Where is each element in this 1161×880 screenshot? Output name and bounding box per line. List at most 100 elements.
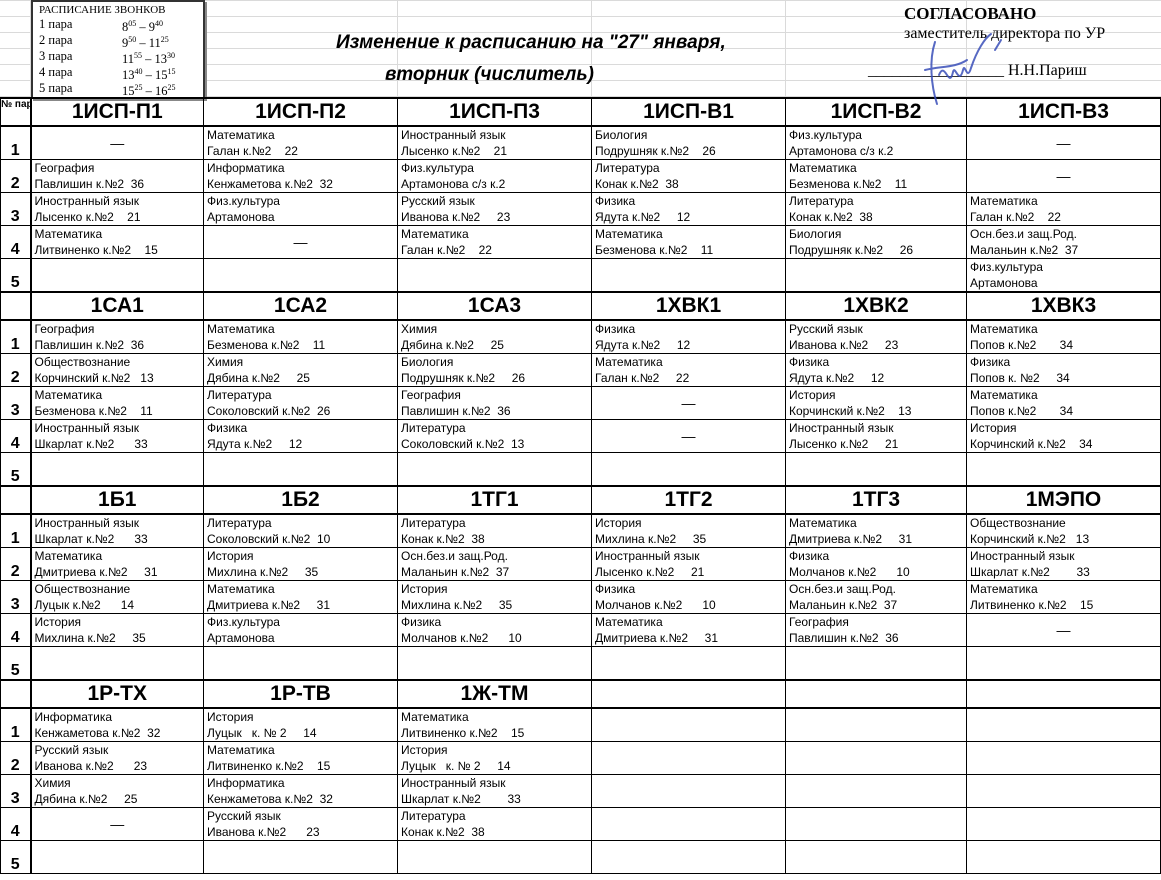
empty-cell — [30, 646, 204, 681]
subject: Обществознание — [34, 355, 131, 369]
group-name: 1МЭПО — [966, 485, 1161, 515]
start-hour: 11 — [122, 52, 135, 67]
lesson-cell: Литература Конак к.№2 38 — [785, 192, 967, 226]
teacher-room: Шкарлат к.№2 33 — [34, 532, 148, 546]
lesson-cell: Биология Подрушняк к.№2 26 — [591, 125, 786, 160]
teacher-room: Соколовский к.№2 10 — [207, 532, 331, 546]
lesson-cell: Биология Подрушняк к.№2 26 — [397, 353, 592, 387]
lesson-cell: Иностранный язык Лысенко к.№2 21 — [591, 547, 786, 581]
subject: Математика — [595, 355, 663, 369]
lesson-cell: История Луцык к. № 2 14 — [397, 741, 592, 775]
empty-cell — [203, 646, 398, 681]
pair-number: 5 — [0, 646, 32, 681]
pair-number: 5 — [0, 452, 32, 487]
lesson-row: 2 География Павлишин к.№2 36 Информатика Кен… — [0, 159, 1161, 193]
pair-number-header-empty — [0, 679, 32, 709]
lesson-cell: Химия Дябина к.№2 25 — [397, 319, 592, 354]
approval-signature-line: _________________ Н.Н.Париш — [868, 62, 1087, 79]
subject: Математика — [970, 582, 1038, 596]
group-name: 1Ж-ТМ — [397, 679, 592, 709]
approval-position: заместитель директора по УР — [904, 25, 1106, 42]
teacher-room: Артамонова с/з к.2 — [789, 144, 894, 158]
empty-cell — [203, 452, 398, 487]
end-minute: 30 — [167, 51, 176, 60]
empty-cell — [785, 452, 967, 487]
teacher-room: Ядута к.№2 12 — [789, 371, 885, 385]
teacher-room: Соколовский к.№2 13 — [401, 437, 525, 451]
no-lesson-cell: — — [203, 225, 398, 259]
group-name: 1ХВК2 — [785, 291, 967, 321]
teacher-room: Безменова к.№2 11 — [34, 404, 153, 418]
lesson-cell: Математика Дмитриева к.№2 31 — [203, 580, 398, 614]
subject: Физика — [789, 355, 830, 369]
gridline — [591, 0, 592, 97]
teacher-room: Дябина к.№2 25 — [34, 792, 138, 806]
no-lesson-cell: — — [966, 125, 1161, 160]
subject: Математика — [595, 227, 663, 241]
pair-number: 4 — [0, 225, 32, 259]
teacher-room: Корчинский к.№2 13 — [970, 532, 1090, 546]
start-minute: 50 — [128, 35, 137, 44]
subject: Физика — [595, 322, 636, 336]
teacher-room: Лысенко к.№2 21 — [595, 565, 705, 579]
subject: История — [401, 582, 448, 596]
start-minute: 55 — [134, 51, 143, 60]
title-line-1: Изменение к расписанию на "27" января, — [336, 32, 726, 53]
subject: Иностранный язык — [34, 421, 140, 435]
lesson-cell: Физика Молчанов к.№2 10 — [591, 580, 786, 614]
empty-cell — [785, 707, 967, 742]
teacher-room: Корчинский к.№2 34 — [970, 437, 1093, 451]
bell-schedule-box: РАСПИСАНИЕ ЗВОНКОВ 1 пара 805 – 940 2 пар… — [31, 0, 205, 99]
lesson-cell: История Михлина к.№2 35 — [591, 513, 786, 548]
lesson-cell: Иностранный язык Лысенко к.№2 21 — [397, 125, 592, 160]
group-name: 1ИСП-В3 — [966, 97, 1161, 127]
empty-cell — [397, 840, 592, 874]
bell-pair-label: 1 пара — [39, 17, 73, 31]
lesson-cell: Русский язык Иванова к.№2 23 — [397, 192, 592, 226]
subject: История — [595, 516, 642, 530]
group-header-row: 1Р-ТХ 1Р-ТВ 1Ж-ТМ — [0, 679, 1161, 709]
lesson-cell: География Павлишин к.№2 36 — [30, 319, 204, 354]
pair-number: 1 — [0, 319, 32, 354]
approval-heading: СОГЛАСОВАНО — [904, 4, 1037, 23]
lesson-cell: Математика Безменова к.№2 11 — [785, 159, 967, 193]
lesson-cell: Математика Безменова к.№2 11 — [30, 386, 204, 420]
lesson-cell: Русский язык Иванова к.№2 23 — [30, 741, 204, 775]
subject: Обществознание — [34, 582, 131, 596]
teacher-room: Конак к.№2 38 — [595, 177, 679, 191]
lesson-row: 5 — [0, 646, 1161, 681]
subject: Обществознание — [970, 516, 1066, 530]
subject: Русский язык — [34, 743, 109, 757]
lesson-cell: Информатика Кенжаметова к.№2 32 — [30, 707, 204, 742]
lesson-row: 1 География Павлишин к.№2 36 Математика Безм… — [0, 319, 1161, 354]
subject: Информатика — [207, 161, 285, 175]
teacher-room: Иванова к.№2 23 — [207, 825, 320, 839]
teacher-room: Артамонова — [207, 631, 275, 645]
empty-cell — [785, 646, 967, 681]
lesson-cell: Литература Соколовский к.№2 13 — [397, 419, 592, 453]
bell-schedule-title: РАСПИСАНИЕ ЗВОНКОВ — [39, 4, 166, 16]
lesson-row: 4— Русский язык Иванова к.№2 23 Литература К… — [0, 807, 1161, 841]
lesson-row: 5 Физ.культура Артамонова — [0, 258, 1161, 293]
lesson-cell: Химия Дябина к.№2 25 — [30, 774, 204, 808]
lesson-cell: Физика Ядута к.№2 12 — [591, 192, 786, 226]
subject: Математика — [34, 549, 103, 563]
end-minute: 25 — [160, 35, 169, 44]
group-name: 1Б2 — [203, 485, 398, 515]
teacher-room: Попов к.№2 34 — [970, 338, 1073, 352]
lesson-row: 1 Иностранный язык Шкарлат к.№2 33 Литерату… — [0, 513, 1161, 548]
teacher-room: Луцык к.№2 14 — [34, 598, 135, 612]
empty-cell — [785, 840, 967, 874]
subject: Математика — [401, 710, 469, 724]
pair-number: 3 — [0, 192, 32, 226]
subject: Осн.без.и защ.Род. — [789, 582, 896, 596]
end-hour: 13 — [154, 52, 168, 67]
pair-number: 2 — [0, 353, 32, 387]
teacher-room: Артамонова с/з к.2 — [401, 177, 506, 191]
bell-time: 1340 – 1515 — [122, 67, 176, 83]
empty-cell — [591, 774, 786, 808]
group-name: 1ИСП-В1 — [591, 97, 786, 127]
teacher-room: Иванова к.№2 23 — [401, 210, 511, 224]
empty-cell — [966, 741, 1161, 775]
subject: География — [34, 161, 95, 175]
